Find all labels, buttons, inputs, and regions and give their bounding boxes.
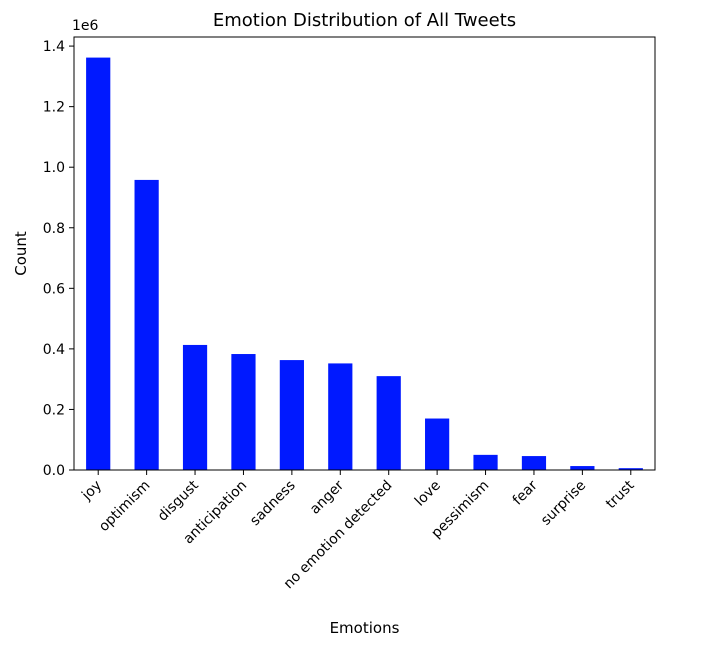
x-tick-label: anger — [307, 477, 347, 517]
y-ticks-layer: 0.0 0.2 0.4 0.6 0.8 1.0 1.2 1.4 — [43, 39, 74, 479]
bar-optimism — [134, 179, 159, 470]
bar-fear — [521, 456, 547, 470]
bar-disgust — [182, 344, 208, 470]
x-tick-label: surprise — [538, 478, 589, 529]
plot-frame — [73, 36, 656, 471]
y-tick-label: 1.4 — [43, 39, 65, 55]
x-tick-label: love — [412, 478, 444, 510]
bar-love — [425, 418, 450, 470]
bar-no-emotion-detected — [376, 376, 401, 470]
x-tick-label: trust — [603, 477, 638, 512]
chart-title: Emotion Distribution of All Tweets — [213, 10, 516, 31]
bar-pessimism — [473, 454, 498, 470]
x-tick-label: joy — [78, 478, 105, 505]
y-axis-label: Count — [12, 231, 30, 276]
bars-layer — [86, 57, 643, 470]
x-tick-label: disgust — [155, 477, 202, 524]
y-tick-label: 1.2 — [43, 100, 65, 116]
y-tick-label: 0.8 — [43, 221, 65, 237]
x-tick-label: optimism — [96, 478, 153, 535]
x-tick-label: fear — [510, 477, 541, 508]
bar-anger — [328, 363, 353, 470]
y-tick-label: 1.0 — [43, 160, 65, 176]
x-tick-label: sadness — [247, 478, 299, 530]
bar-surprise — [570, 466, 595, 470]
bar-joy — [86, 57, 111, 470]
x-axis-label: Emotions — [330, 619, 400, 637]
y-tick-label: 0.4 — [43, 342, 65, 358]
bar-trust — [618, 468, 643, 470]
y-offset-label: 1e6 — [72, 18, 99, 34]
y-tick-label: 0.2 — [43, 402, 65, 418]
y-tick-label: 0.6 — [43, 281, 65, 297]
y-tick-label: 0.0 — [43, 463, 65, 479]
bar-sadness — [279, 360, 304, 470]
bar-anticipation — [231, 354, 256, 470]
